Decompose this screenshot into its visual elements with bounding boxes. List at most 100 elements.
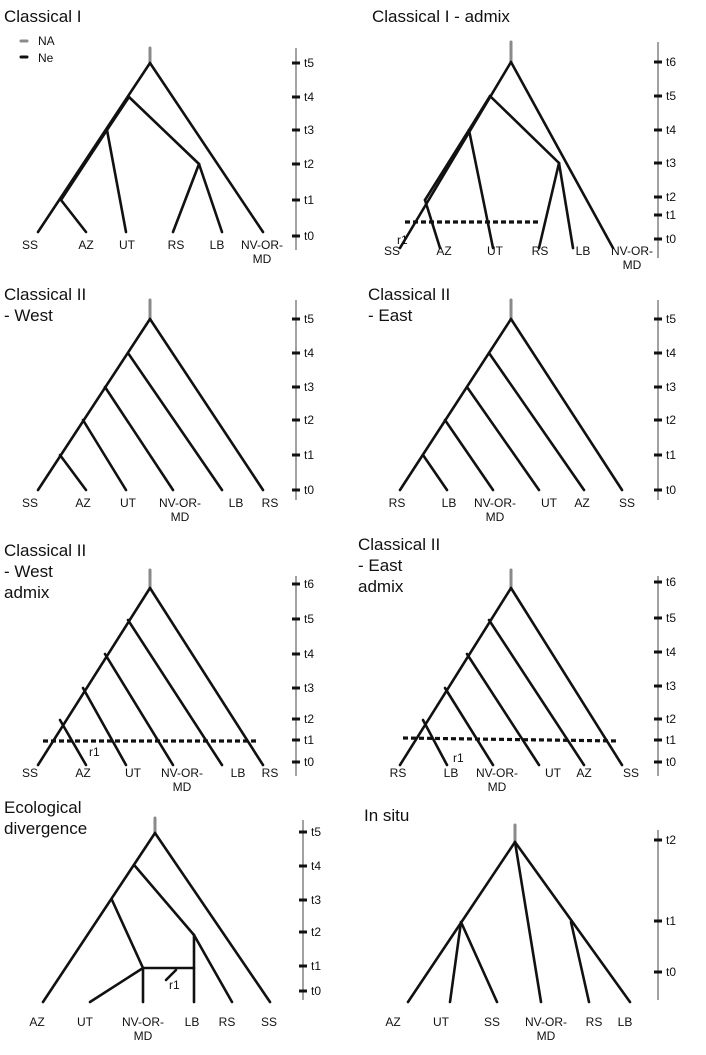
migration-rate-label: r1 xyxy=(169,978,180,992)
branch xyxy=(459,920,499,1004)
time-tick-label: t2 xyxy=(666,413,676,427)
leaf-label: AZ xyxy=(75,496,90,510)
time-tick-label: t4 xyxy=(304,647,314,661)
branch xyxy=(509,317,624,492)
time-tick-label: t1 xyxy=(666,914,676,928)
time-axis: t0 t1 t2 xyxy=(654,830,676,1000)
leaf-label: SS xyxy=(261,1015,277,1029)
legend-na-label: NA xyxy=(38,34,55,48)
time-tick-label: t0 xyxy=(304,229,314,243)
time-tick-label: t4 xyxy=(311,859,321,873)
leaf-label: LB xyxy=(185,1015,200,1029)
leaf-label: NV-OR-MD xyxy=(474,496,516,524)
panel-title-line: Classical I - admix xyxy=(372,7,510,26)
panel-classical-2-east: Classical II - East t0 t1 t2 t3 t4 t5 RS LB NV-OR-… xyxy=(368,285,676,524)
time-axis: t0 t1 t2 t3 t4 t5 t6 xyxy=(654,42,676,258)
branch xyxy=(126,618,224,767)
branch xyxy=(398,317,513,492)
leaf-label: UT xyxy=(125,766,142,780)
branch xyxy=(171,162,201,234)
branch xyxy=(148,61,265,234)
leaf-label: SS xyxy=(22,766,38,780)
leaf-label: UT xyxy=(545,766,562,780)
leaf-label: UT xyxy=(77,1015,94,1029)
branch xyxy=(537,161,561,250)
leaf-label: UT xyxy=(487,244,504,258)
branch xyxy=(423,198,442,250)
panel-classical-2-west-admix: Classical II - West admix t0 t1 t2 t3 t4 t5 t6 r1 S… xyxy=(4,541,314,794)
leaf-label: LB xyxy=(442,496,457,510)
time-tick-label: t3 xyxy=(666,380,676,394)
leaf-label: SS xyxy=(619,496,635,510)
branch xyxy=(398,586,513,767)
leaf-label: RS xyxy=(168,238,185,252)
leaf-label: SS xyxy=(484,1015,500,1029)
time-tick-label: t5 xyxy=(666,89,676,103)
leaf-label: RS xyxy=(390,766,407,780)
time-tick-label: t2 xyxy=(304,712,314,726)
branch xyxy=(81,686,128,767)
leaf-label: SS xyxy=(22,238,38,252)
time-tick-label: t0 xyxy=(666,483,676,497)
branch xyxy=(110,898,145,970)
leaf-label: LB xyxy=(210,238,225,252)
time-tick-label: t1 xyxy=(304,193,314,207)
legend-ne-label: Ne xyxy=(38,51,54,65)
time-tick-label: t6 xyxy=(666,55,676,69)
admixture-line xyxy=(402,736,620,743)
branch xyxy=(448,920,463,1004)
migration-rate-label: r1 xyxy=(89,745,100,759)
branch xyxy=(467,94,492,132)
leaf-label: AZ xyxy=(574,496,589,510)
leaf-label: AZ xyxy=(436,244,451,258)
panel-classical-2-east-admix: Classical II - East admix t0 t1 t2 t3 t4 t5 t6 r1 R… xyxy=(358,535,676,794)
panel-classical-1: Classical I t0 t1 t2 t3 t4 t5 SS AZ UT RS LB NV-OR-M… xyxy=(4,7,314,266)
migration-rate-label: r1 xyxy=(397,233,408,247)
migration-leader xyxy=(164,968,178,982)
leaf-label: RS xyxy=(586,1015,603,1029)
time-tick-label: t1 xyxy=(666,208,676,222)
time-tick-label: t4 xyxy=(666,346,676,360)
leaf-label: NV-OR-MD xyxy=(122,1015,164,1043)
panel-in-situ: In situ t0 t1 t2 AZ UT SS NV-OR-MD RS LB xyxy=(364,806,676,1043)
branch xyxy=(105,128,128,234)
panel-title-line: divergence xyxy=(4,819,87,838)
branch xyxy=(192,933,234,1004)
panel-ecological-divergence: Ecological divergence t0 t1 t2 t3 t4 t5 r1 AZ UT NV… xyxy=(4,798,321,1043)
time-tick-label: t0 xyxy=(304,483,314,497)
time-tick-label: t3 xyxy=(304,681,314,695)
panel-classical-2-west: Classical II - West t0 t1 t2 t3 t4 t5 SS AZ UT NV-O… xyxy=(4,285,314,524)
time-tick-label: t1 xyxy=(666,733,676,747)
panel-title-line: Classical II xyxy=(4,541,86,560)
branch xyxy=(488,94,561,165)
branch xyxy=(126,351,224,492)
branch xyxy=(59,128,109,202)
tree xyxy=(398,298,624,492)
time-tick-label: t2 xyxy=(666,833,676,847)
branch xyxy=(423,128,471,202)
time-tick-label: t4 xyxy=(666,645,676,659)
leaf-label: SS xyxy=(384,244,400,258)
branch xyxy=(103,652,175,767)
branch xyxy=(148,317,265,492)
panel-title-line: In situ xyxy=(364,806,409,825)
panel-title-line: Classical II xyxy=(358,535,440,554)
leaf-label: LB xyxy=(229,496,244,510)
time-tick-label: t2 xyxy=(304,157,314,171)
leaf-label: LB xyxy=(618,1015,633,1029)
legend: NA Ne xyxy=(19,34,55,65)
time-tick-label: t3 xyxy=(304,380,314,394)
branch xyxy=(487,618,586,767)
time-tick-label: t1 xyxy=(666,448,676,462)
leaf-label: RS xyxy=(389,496,406,510)
panel-title-line: - East xyxy=(368,306,413,325)
branch xyxy=(103,385,175,492)
time-tick-label: t0 xyxy=(666,232,676,246)
time-tick-label: t1 xyxy=(311,959,321,973)
branch xyxy=(133,864,196,937)
branch xyxy=(88,966,145,1004)
time-tick-label: t4 xyxy=(666,123,676,137)
time-axis: t0 t1 t2 t3 t4 t5 t6 xyxy=(654,575,676,776)
tree xyxy=(36,298,265,492)
